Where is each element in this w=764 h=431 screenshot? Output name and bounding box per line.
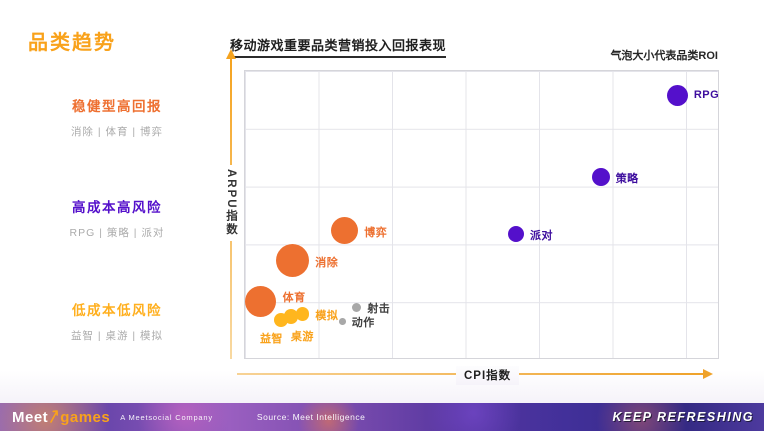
legend-group-categories: 益智 | 桌游 | 模拟 [70, 330, 164, 342]
page-title: 品类趋势 [28, 32, 116, 54]
bubble-动作 [339, 317, 346, 325]
bubble-label-益智: 益智 [259, 332, 283, 345]
legend-group-steady-high-return: 稳健型高回报 消除 | 体育 | 博弈 [31, 95, 203, 139]
x-axis-arrowhead-icon [703, 369, 713, 379]
bubble-派对 [508, 225, 525, 242]
bubble-label-射击: 射击 [367, 303, 391, 316]
footer-bar: Meet games A Meetsocial Company Source: … [0, 403, 764, 431]
logo-text-meet: Meet [12, 409, 49, 426]
chart-title: 移动游戏重要品类营销投入回报表现 [230, 35, 447, 58]
legend-group-categories: RPG | 策略 | 派对 [69, 227, 165, 239]
plot-area: RPG 策略派对 博弈消除体育 模拟 桌游 益智 射击 动作 [244, 70, 719, 359]
logo-text-games: games [60, 409, 111, 426]
legend-group-title: 稳健型高回报 [72, 99, 162, 114]
bubble-label-体育: 体育 [282, 292, 306, 305]
footer-source-text: Source: Meet Intelligence [256, 412, 366, 422]
bubble-体育 [244, 285, 276, 317]
plot-bubbles: RPG 策略派对 博弈消除体育 模拟 桌游 益智 射击 动作 [244, 71, 720, 358]
bubble-label-桌游: 桌游 [290, 330, 314, 343]
y-axis-label: ARPU指数 [222, 165, 240, 241]
bubble-label-消除: 消除 [315, 256, 339, 269]
bubble-益智 [273, 312, 288, 327]
meetgames-logo: Meet games [12, 407, 110, 427]
legend-group-title: 低成本低风险 [72, 303, 162, 318]
bubble-size-note: 气泡大小代表品类ROI [610, 50, 718, 62]
y-axis-arrowhead-icon [226, 49, 236, 59]
bubble-策略 [591, 168, 610, 187]
legend-group-categories: 消除 | 体育 | 博弈 [70, 126, 164, 138]
legend-group-title: 高成本高风险 [72, 200, 162, 215]
bubble-label-动作: 动作 [351, 317, 375, 330]
x-axis-label: CPI指数 [456, 366, 520, 385]
bubble-label-RPG: RPG [693, 88, 720, 101]
bubble-label-策略: 策略 [615, 173, 639, 186]
legend-group-low-cost-low-risk: 低成本低风险 益智 | 桌游 | 模拟 [31, 299, 203, 343]
footer-slogan: KEEP REFRESHING [612, 410, 754, 424]
bubble-RPG [666, 85, 688, 107]
bubble-博弈 [331, 217, 359, 245]
bubble-模拟 [296, 307, 310, 321]
bubble-label-模拟: 模拟 [315, 310, 339, 323]
bubble-label-派对: 派对 [530, 229, 554, 242]
logo-arrow-icon [49, 409, 59, 429]
bubble-消除 [276, 244, 310, 278]
legend-group-high-cost-high-risk: 高成本高风险 RPG | 策略 | 派对 [31, 196, 203, 240]
bubble-label-博弈: 博弈 [364, 226, 388, 239]
footer-company-text: A Meetsocial Company [120, 412, 213, 422]
bubble-射击 [351, 302, 362, 313]
